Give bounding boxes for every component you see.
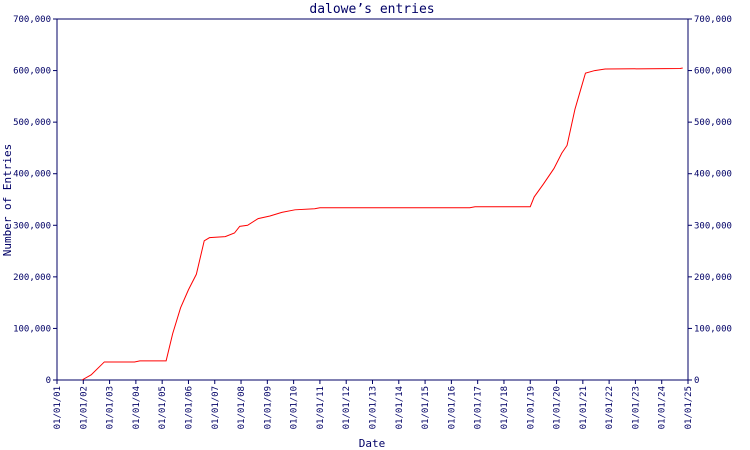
x-tick-label: 01/01/06 <box>184 386 194 429</box>
x-tick-label: 01/01/13 <box>369 386 379 429</box>
y-tick-label: 400,000 <box>13 170 51 180</box>
x-tick-label: 01/01/01 <box>53 386 63 429</box>
x-tick-label: 01/01/24 <box>658 386 668 429</box>
x-tick-label: 01/01/11 <box>316 386 326 429</box>
x-axis-label: Date <box>359 437 386 450</box>
x-tick-label: 01/01/19 <box>526 386 536 429</box>
x-tick-label: 01/01/16 <box>447 386 457 429</box>
y2-tick-label: 100,000 <box>694 324 732 334</box>
x-tick-label: 01/01/04 <box>132 386 142 429</box>
y2-tick-label: 500,000 <box>694 118 732 128</box>
x-tick-label: 01/01/15 <box>421 386 431 429</box>
plot-frame <box>56 18 689 381</box>
y-tick-label: 200,000 <box>13 273 51 283</box>
x-tick-label: 01/01/07 <box>211 386 221 429</box>
x-tick-label: 01/01/25 <box>684 386 694 429</box>
x-tick-label: 01/01/02 <box>79 386 89 429</box>
y-tick-label: 500,000 <box>13 118 51 128</box>
chart-title: dalowe’s entries <box>309 2 434 17</box>
line <box>81 67 683 381</box>
y2-tick-label: 0 <box>694 376 699 386</box>
x-tick-label: 01/01/23 <box>631 386 641 429</box>
x-tick-label: 01/01/05 <box>158 386 168 429</box>
y-tick-label: 0 <box>46 376 51 386</box>
y2-tick-label: 200,000 <box>694 273 732 283</box>
x-tick-label: 01/01/14 <box>395 386 405 429</box>
y-tick-label: 600,000 <box>13 67 51 77</box>
y-tick-label: 700,000 <box>13 15 51 25</box>
x-tick-label: 01/01/18 <box>500 386 510 429</box>
y-tick-label: 300,000 <box>13 221 51 231</box>
x-tick-label: 01/01/08 <box>237 386 247 429</box>
x-tick-label: 01/01/21 <box>579 386 589 429</box>
y2-tick-label: 700,000 <box>694 15 732 25</box>
x-tick-label: 01/01/20 <box>553 386 563 429</box>
y-tick-label: 100,000 <box>13 324 51 334</box>
x-tick-label: 01/01/03 <box>106 386 116 429</box>
x-tick-label: 01/01/12 <box>342 386 352 429</box>
x-tick-label: 01/01/09 <box>263 386 273 429</box>
y2-tick-label: 300,000 <box>694 221 732 231</box>
x-tick-label: 01/01/22 <box>605 386 615 429</box>
y2-tick-label: 600,000 <box>694 67 732 77</box>
y2-tick-label: 400,000 <box>694 170 732 180</box>
y-axis-label: Number of Entries <box>1 144 14 257</box>
x-tick-label: 01/01/10 <box>290 386 300 429</box>
x-tick-label: 01/01/17 <box>474 386 484 429</box>
